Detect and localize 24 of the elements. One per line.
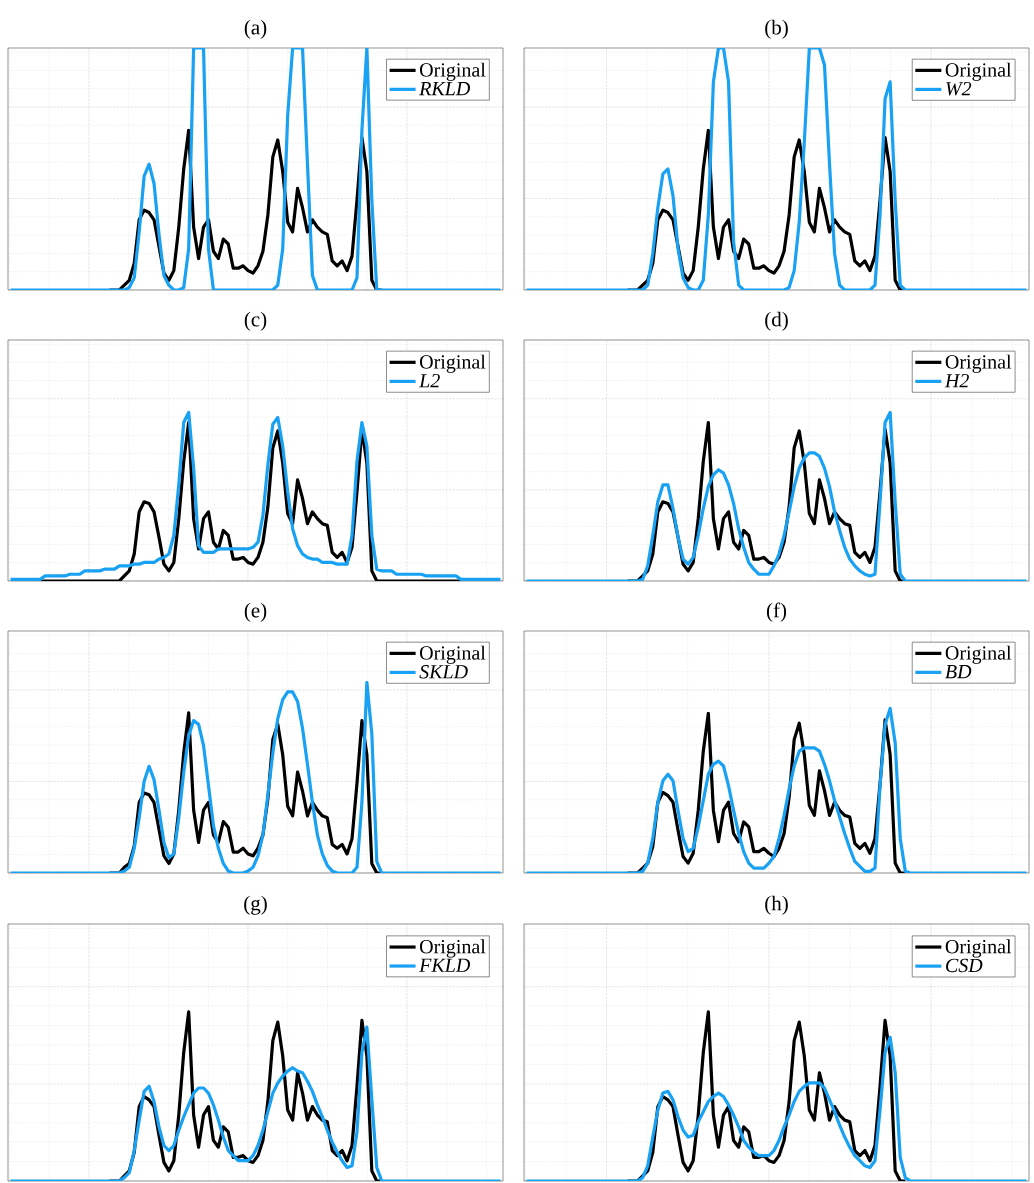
legend-label: BD [945,665,972,679]
legend-label: Original [945,354,1012,373]
legend-label: Original [420,354,486,373]
legend-label: CSD [946,958,983,973]
chart-title: (b) [765,19,788,39]
legend-label: Original [420,62,486,81]
chart-title: (e) [244,602,267,622]
chart-title: (g) [244,895,267,915]
legend-label: FKLD [419,958,470,972]
chart-title: (c) [244,311,267,331]
legend-label: Original [945,939,1012,958]
legend-label: H2 [944,374,969,388]
chart-title: (f) [766,602,787,622]
chart-title: (d) [765,311,788,331]
legend-label: Original [420,939,486,958]
legend-label: Original [945,62,1012,81]
legend-label: SKLD [419,665,468,679]
chart-title: (h) [765,895,788,915]
legend-label: Original [945,645,1012,664]
chart-title: (a) [244,19,267,39]
legend-label: L2 [418,374,440,388]
legend-label: Original [420,645,486,664]
legend-label: RKLD [419,82,470,96]
legend-label: W2 [946,82,972,96]
